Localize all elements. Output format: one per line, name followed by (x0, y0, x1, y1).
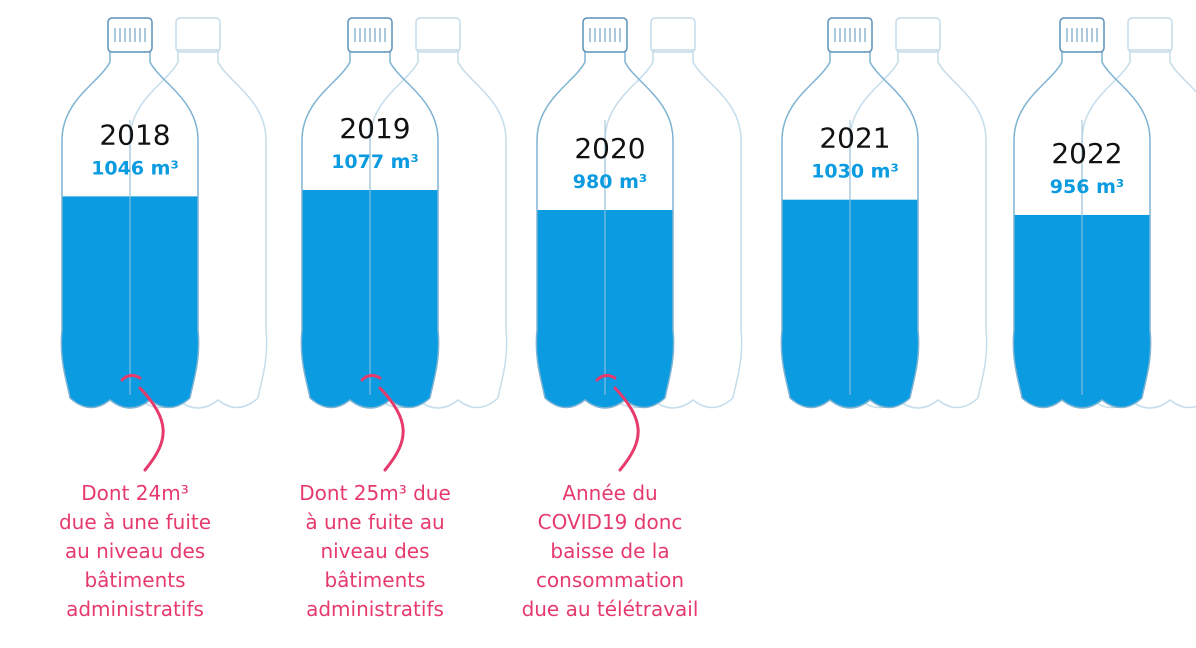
annotation-text: administratifs (306, 597, 444, 621)
back-cap (1127, 17, 1173, 53)
bottle (60, 49, 200, 409)
year-label: 2019 (339, 112, 410, 145)
back-cap (895, 17, 941, 53)
annotation-text: baisse de la (550, 539, 669, 563)
annotation-text: administratifs (66, 597, 204, 621)
bottle (535, 49, 675, 409)
back-cap (650, 17, 696, 53)
annotation-text: bâtiments (324, 568, 425, 592)
value-label: 1030 m³ (811, 161, 899, 183)
annotation-text: consommation (536, 568, 684, 592)
bottle (1012, 49, 1152, 409)
value-label: 980 m³ (573, 171, 647, 193)
annotation-text: niveau des (320, 539, 429, 563)
annotation-arrow (360, 373, 405, 472)
annotation-text: COVID19 donc (538, 510, 683, 534)
annotation-text: Dont 25m³ due (299, 481, 451, 505)
annotation-text: due à une fuite (59, 510, 211, 534)
year-label: 2021 (819, 122, 890, 155)
year-label: 2020 (574, 132, 645, 165)
annotation-text: due au télétravail (522, 597, 699, 621)
annotation-text: Année du (562, 481, 657, 505)
annotation-text: au niveau des (65, 539, 205, 563)
year-label: 2018 (99, 118, 170, 151)
annotation-text: bâtiments (84, 568, 185, 592)
value-label: 1046 m³ (91, 157, 179, 179)
annotation-text: Dont 24m³ (81, 481, 188, 505)
year-label: 2022 (1051, 137, 1122, 170)
annotation-arrow (595, 373, 640, 472)
bottle (780, 49, 920, 409)
value-label: 956 m³ (1050, 176, 1124, 198)
annotation-text: à une fuite au (305, 510, 444, 534)
bottle (300, 49, 440, 409)
back-cap (175, 17, 221, 53)
annotation-arrow (120, 373, 165, 472)
value-label: 1077 m³ (331, 151, 419, 173)
back-cap (415, 17, 461, 53)
